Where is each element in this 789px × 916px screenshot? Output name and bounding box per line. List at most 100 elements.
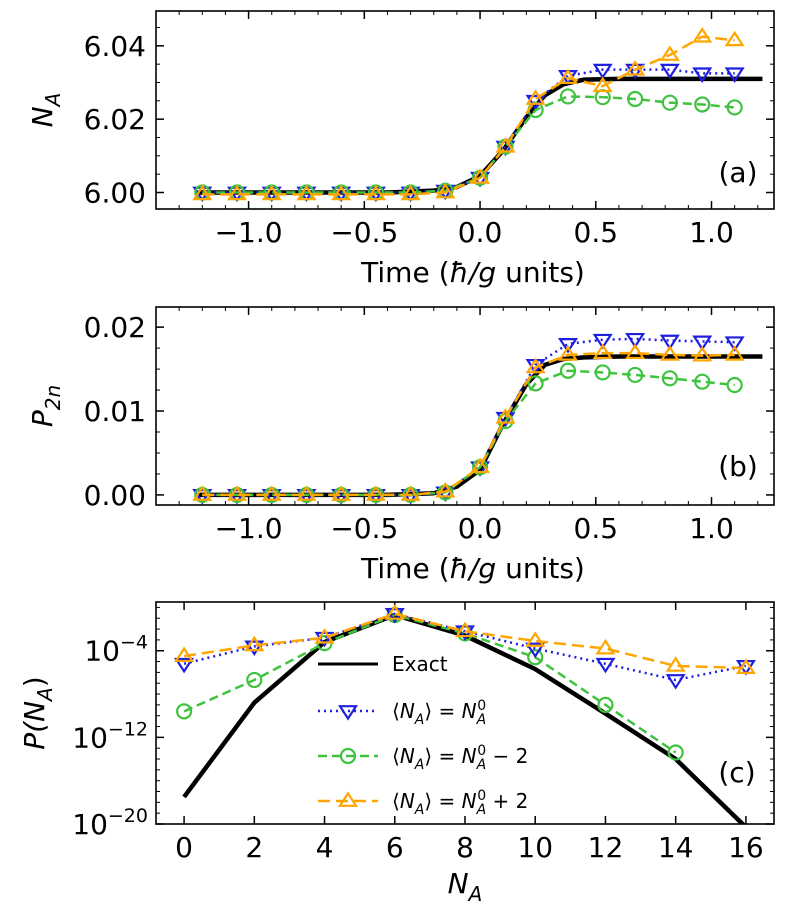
x-tick-label: 1.0 (689, 512, 734, 545)
y-axis-title: P(NA) (18, 676, 57, 749)
x-tick-label: 0.5 (574, 216, 619, 249)
x-tick-label: 14 (658, 831, 694, 864)
data-point-plus2 (296, 184, 317, 201)
x-tick-label: 6 (386, 831, 404, 864)
data-point-plus2 (659, 45, 680, 61)
data-point-mean (692, 67, 713, 83)
data-point-plus2 (384, 604, 405, 620)
data-point-minus2 (175, 703, 193, 720)
x-tick-label: 10 (517, 831, 553, 864)
data-point-plus2 (400, 485, 421, 501)
x-tick-label: 16 (728, 831, 764, 864)
data-point-plus2 (495, 408, 516, 424)
panel-label: (b) (718, 450, 758, 483)
data-point-plus2 (435, 481, 456, 498)
x-axis-title: Time (ħ/g units) (360, 552, 585, 585)
data-point-mean (331, 489, 352, 505)
y-tick-label: 0.02 (84, 311, 146, 344)
x-tick-label: −1.0 (215, 512, 283, 545)
data-point-minus2 (726, 376, 743, 394)
data-point-mean (625, 63, 646, 80)
data-point-plus2 (192, 485, 213, 501)
data-point-plus2 (659, 345, 680, 361)
data-point-plus2 (625, 60, 646, 76)
x-tick-label: −0.5 (330, 512, 398, 545)
data-point-plus2 (261, 184, 282, 201)
series-line-plus2 (202, 351, 735, 497)
y-tick-label: 10−20 (72, 805, 148, 841)
plot-area (174, 604, 756, 824)
data-point-mean (592, 63, 613, 80)
data-point-mean (365, 489, 386, 505)
series-line-plus2 (202, 35, 735, 196)
data-point-minus2 (667, 744, 684, 761)
data-point-plus2 (192, 184, 213, 201)
data-point-mean (625, 332, 646, 349)
x-tick-label: −1.0 (215, 216, 283, 249)
data-point-mean (400, 489, 421, 505)
data-point-plus2 (470, 457, 491, 474)
panel-label: (c) (718, 756, 755, 789)
data-point-plus2 (296, 485, 317, 501)
data-point-minus2 (527, 375, 544, 392)
x-tick-label: 8 (456, 831, 474, 864)
legend-label-plus2: ⟨NA⟩ = NA0 + 2 (392, 788, 528, 818)
data-point-minus2 (661, 94, 678, 111)
data-point-minus2 (559, 88, 577, 105)
data-point-mean (495, 140, 516, 157)
data-point-mean (659, 63, 680, 80)
data-point-minus2 (726, 99, 743, 116)
data-point-mean (261, 489, 282, 505)
data-point-mean (592, 333, 613, 350)
data-point-plus2 (435, 182, 456, 199)
x-tick-label: 1.0 (689, 216, 734, 249)
data-point-plus2 (625, 343, 646, 360)
plot-area (192, 332, 763, 505)
y-tick-label: 0.00 (84, 479, 146, 512)
x-tick-label: 0.5 (574, 512, 619, 545)
data-point-mean (692, 335, 713, 352)
data-point-minus2 (594, 364, 611, 381)
data-point-minus2 (597, 696, 614, 713)
y-tick-label: 6.04 (84, 30, 146, 63)
plot-frame (155, 306, 775, 506)
y-tick-label: 10−12 (72, 718, 148, 754)
y-tick-label: 6.00 (84, 177, 146, 210)
data-point-mean (557, 338, 579, 354)
panel-c-distribution-log: 0 2 4 6 8 10 12 14 16 10−4 10−12 10−20 (c) NA P(NA) Exa… (18, 601, 775, 906)
panel-label: (a) (718, 156, 757, 189)
data-point-plus2 (495, 137, 516, 153)
data-point-mean (525, 94, 546, 111)
series-line-mean (202, 337, 735, 497)
data-point-mean (659, 334, 680, 351)
data-point-plus2 (174, 646, 195, 663)
y-axis-title: NA (26, 93, 65, 128)
legend-marker-mean (337, 705, 359, 721)
data-point-plus2 (365, 485, 386, 501)
data-point-mean (192, 489, 213, 505)
data-point-minus2 (627, 366, 644, 384)
series-line-mean (202, 68, 735, 194)
data-point-plus2 (365, 184, 386, 201)
data-point-plus2 (557, 68, 579, 85)
x-tick-label: −0.5 (330, 216, 398, 249)
plot-area (192, 27, 763, 203)
data-point-minus2 (559, 362, 577, 379)
data-point-plus2 (400, 184, 421, 201)
data-point-mean (244, 640, 265, 657)
y-tick-label: 6.02 (84, 103, 146, 136)
data-point-mean (296, 489, 317, 505)
y-tick-label: 10−4 (84, 632, 148, 668)
data-point-minus2 (627, 90, 644, 108)
data-point-plus2 (226, 485, 248, 501)
data-point-plus2 (724, 345, 745, 361)
data-point-plus2 (454, 621, 476, 638)
data-point-plus2 (692, 27, 713, 43)
data-point-mean (174, 657, 195, 674)
legend: Exact ⟨NA⟩ = NA0 ⟨NA⟩ = NA0 − 2 ⟨NA⟩ = NA0 … (318, 652, 528, 818)
y-axis-title: P2n (26, 385, 65, 427)
legend-marker-plus2 (337, 791, 359, 807)
data-point-plus2 (592, 343, 613, 360)
series-line-plus2 (183, 612, 746, 670)
data-point-plus2 (331, 184, 352, 201)
